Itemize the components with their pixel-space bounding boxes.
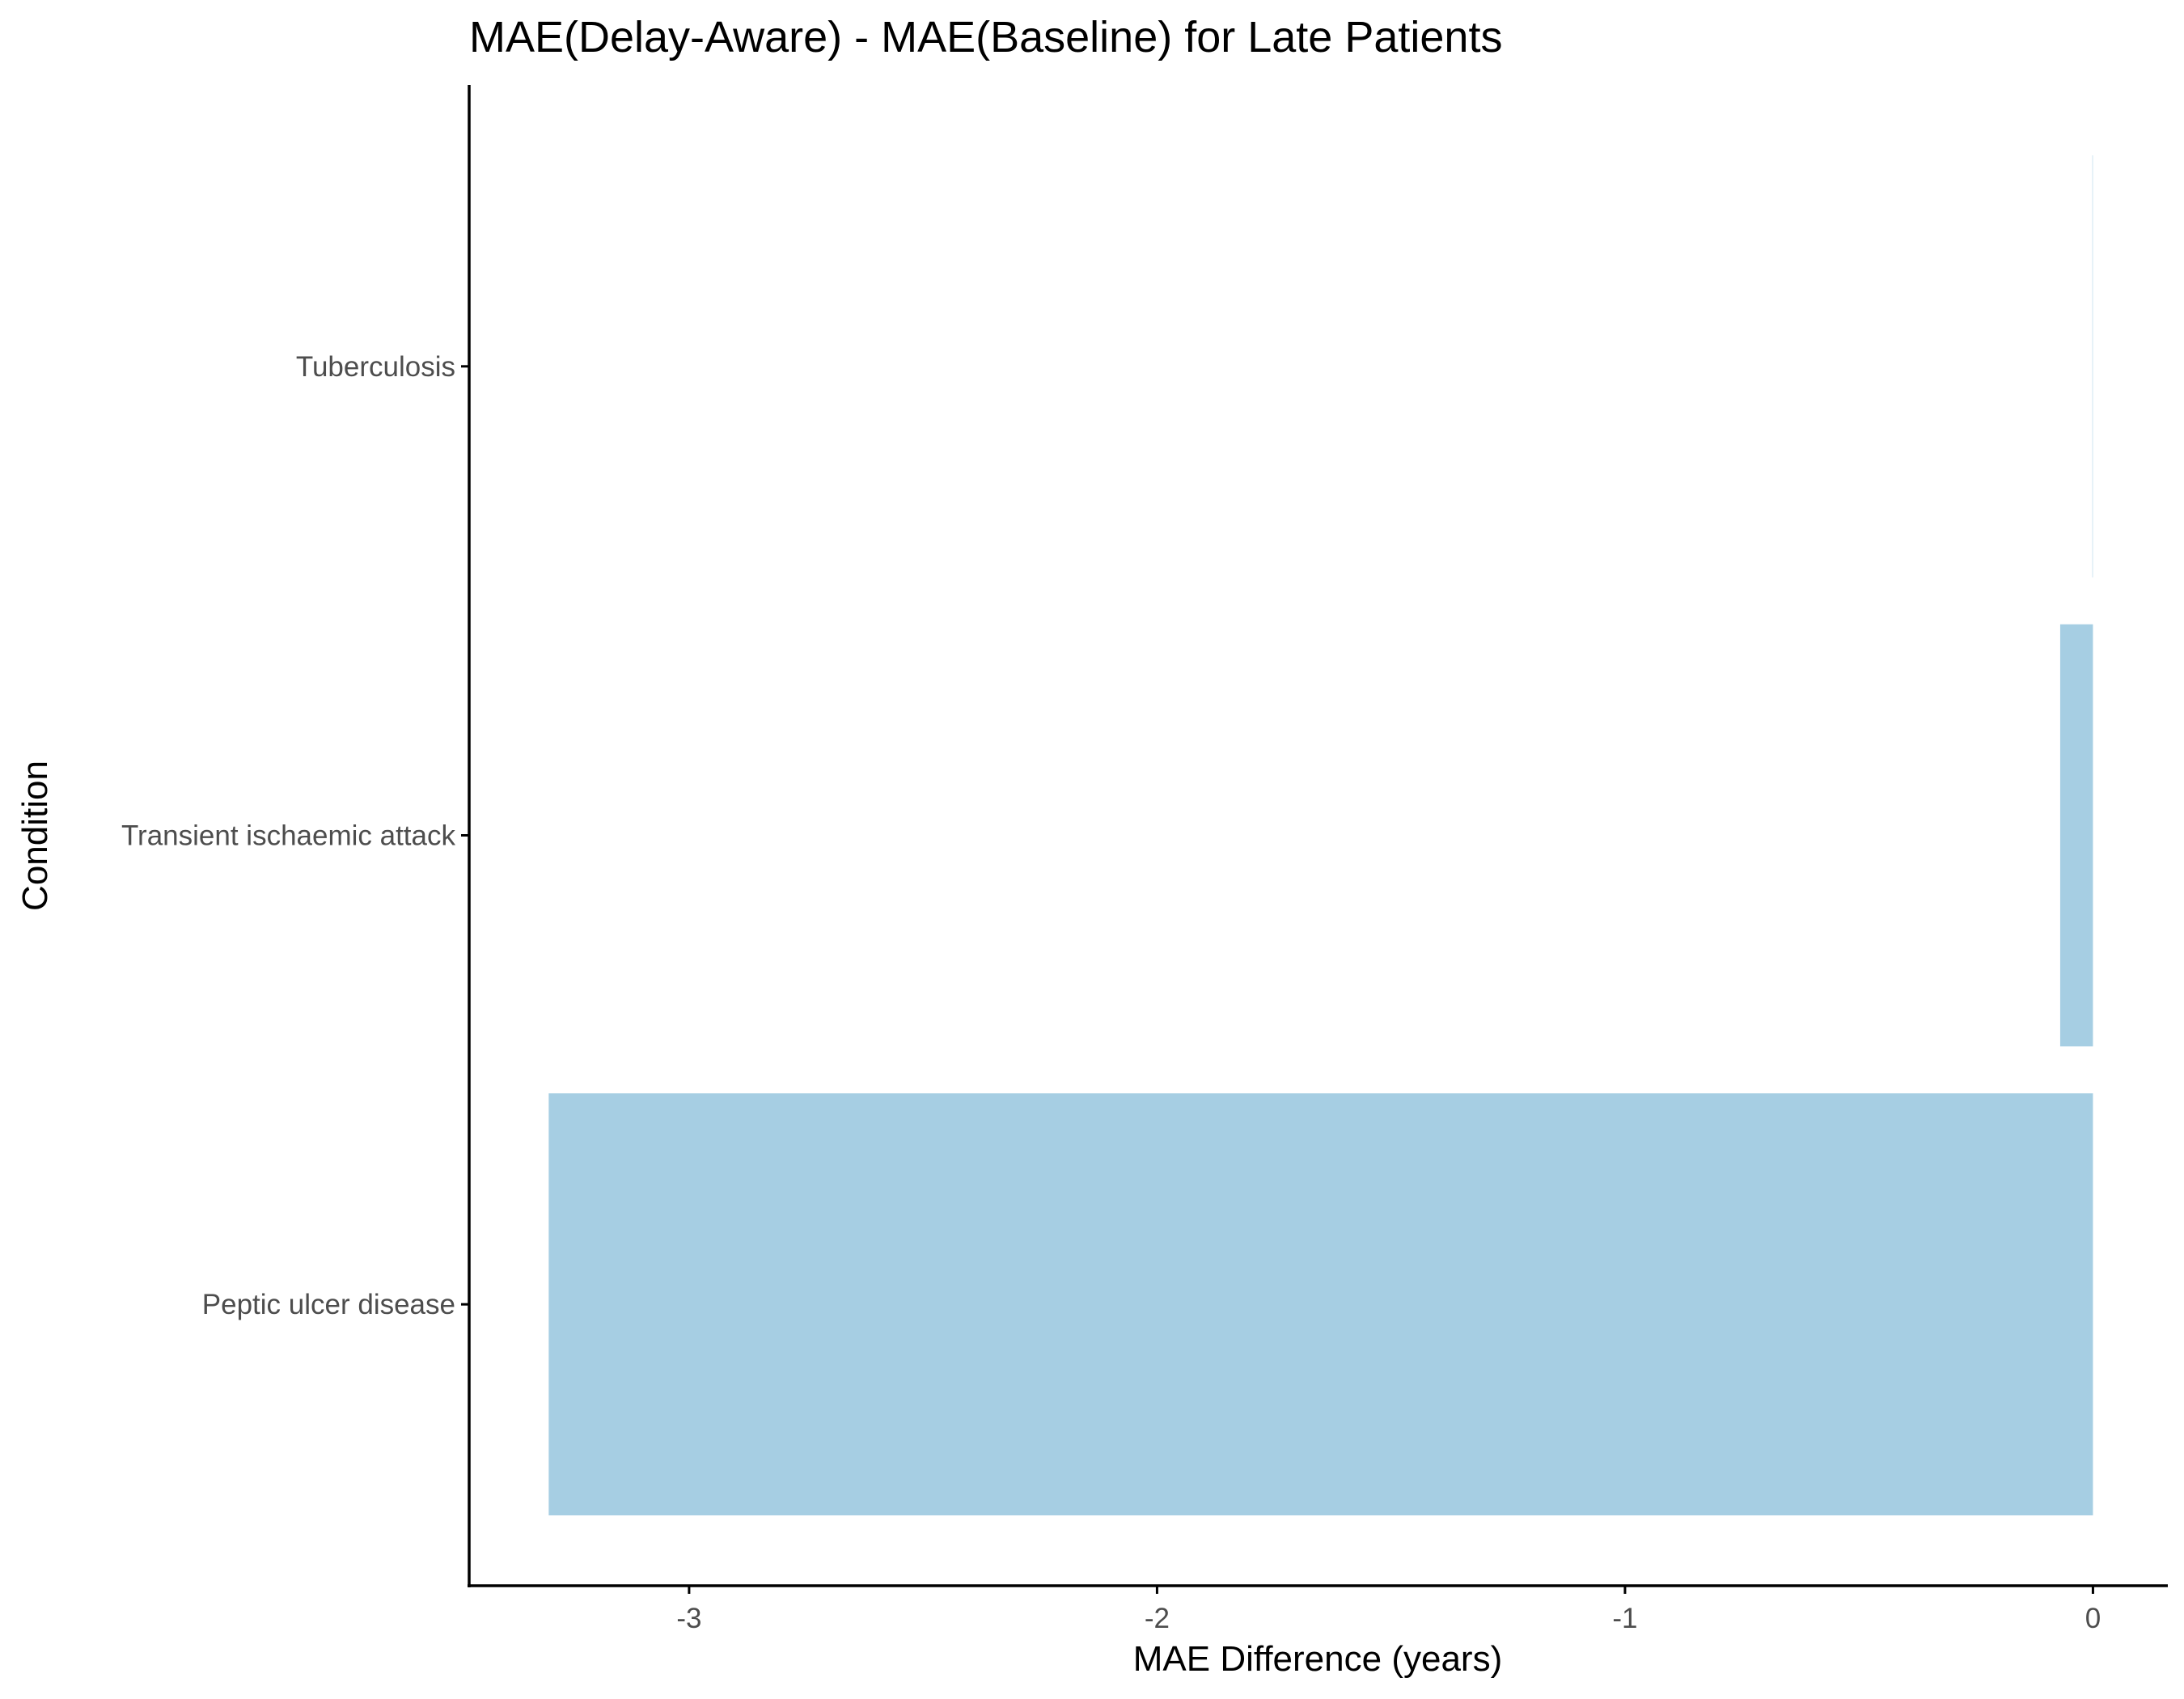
x-tick-label: 0: [2085, 1603, 2101, 1634]
y-tick-label: Transient ischaemic attack: [121, 820, 456, 852]
bar-peptic-ulcer-disease: [548, 1093, 2093, 1516]
y-axis-title: Condition: [15, 761, 55, 911]
chart-title: MAE(Delay-Aware) - MAE(Baseline) for Lat…: [469, 13, 1502, 61]
y-ticks-group: Peptic ulcer disease Transient ischaemic …: [121, 351, 469, 1320]
x-tick-label: -3: [676, 1603, 701, 1634]
x-axis-title: MAE Difference (years): [1133, 1639, 1502, 1679]
y-tick-label: Tuberculosis: [296, 351, 455, 383]
bar-transient-ischaemic-attack: [2059, 624, 2093, 1047]
x-tick-label: -1: [1612, 1603, 1637, 1634]
bars-group: [548, 155, 2093, 1516]
bar-tuberculosis: [2092, 155, 2093, 578]
x-tick-label: -2: [1145, 1603, 1170, 1634]
x-ticks-group: -3 -2 -1 0: [676, 1586, 2101, 1634]
y-tick-label: Peptic ulcer disease: [202, 1289, 455, 1320]
